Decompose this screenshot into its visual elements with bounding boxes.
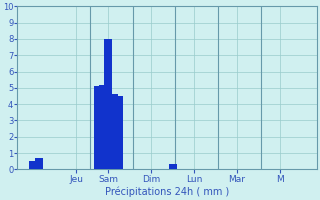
Bar — [94, 86, 102, 169]
X-axis label: Précipitations 24h ( mm ): Précipitations 24h ( mm ) — [105, 187, 229, 197]
Bar — [29, 161, 37, 169]
Bar — [110, 94, 118, 169]
Bar — [169, 164, 177, 169]
Bar — [35, 158, 43, 169]
Bar — [99, 85, 107, 169]
Bar — [115, 96, 123, 169]
Bar — [104, 39, 112, 169]
